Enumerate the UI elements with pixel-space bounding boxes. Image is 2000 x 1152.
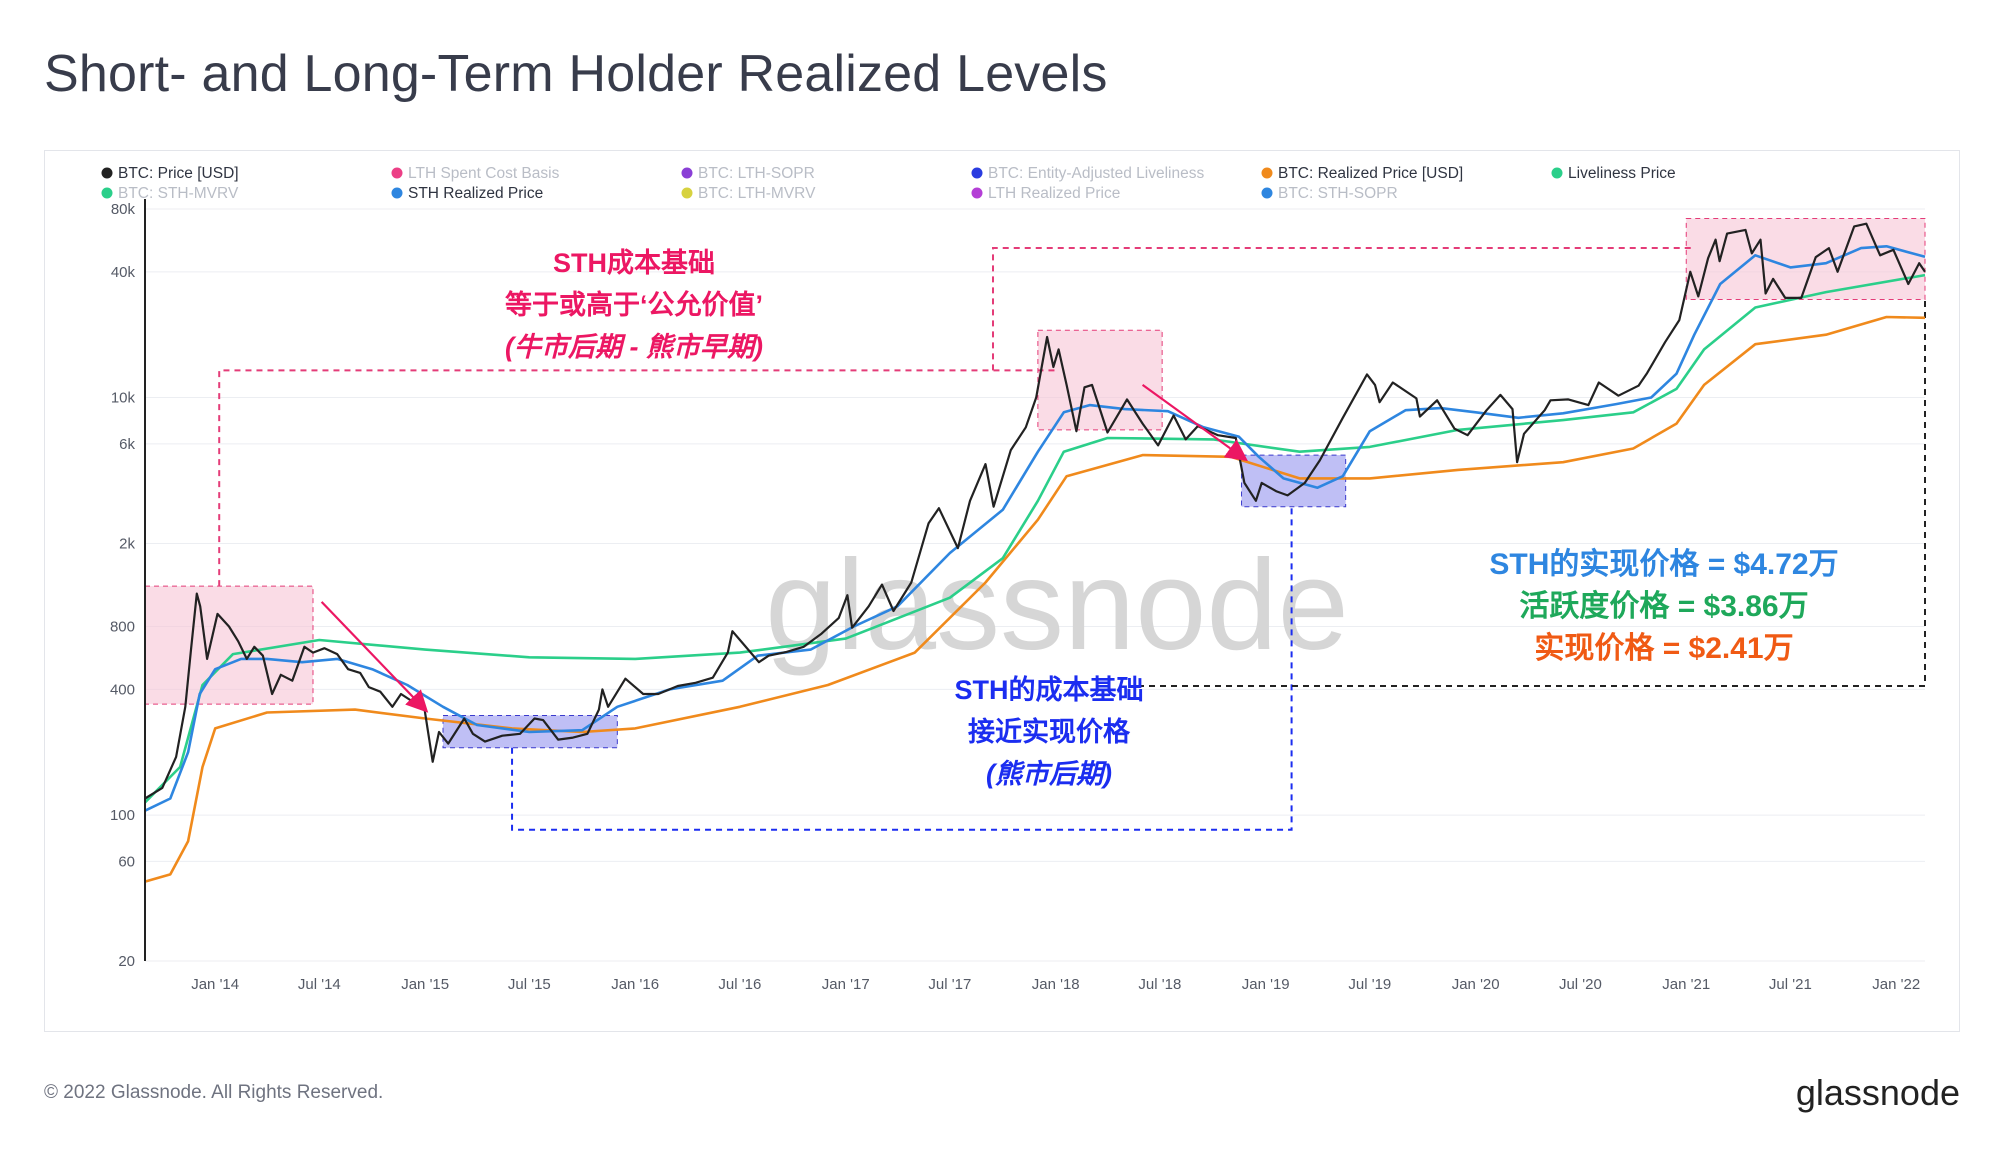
y-tick-label: 2k <box>119 535 135 552</box>
y-tick-label: 10k <box>111 390 136 407</box>
x-tick-label: Jan '18 <box>1032 976 1080 993</box>
legend-label: BTC: Entity-Adjusted Liveliness <box>988 165 1204 182</box>
y-tick-label: 100 <box>110 807 135 824</box>
chart-frame: BTC: Price [USD] LTH Spent Cost Basis BTC:… <box>44 150 1960 1032</box>
annotation-realized-value: 实现价格 = $2.41万 <box>1534 631 1793 665</box>
legend-marker <box>391 187 403 199</box>
legend-marker <box>971 187 983 199</box>
series-line-price <box>144 222 1926 800</box>
series-line-liveliness <box>144 273 1926 804</box>
chart-legend: BTC: Price [USD] LTH Spent Cost Basis BTC:… <box>101 165 1676 202</box>
x-tick-label: Jul '18 <box>1138 976 1181 993</box>
legend-label: BTC: LTH-SOPR <box>698 165 815 182</box>
glassnode-logo: glassnode <box>1795 1072 1960 1113</box>
glassnode-watermark: glassnode <box>765 534 1349 677</box>
annotation-sth-value: STH的实现价格 = $4.72万 <box>1489 547 1838 581</box>
series-line-realized <box>144 315 1926 883</box>
legend-marker <box>1551 167 1563 179</box>
value-guide <box>1138 299 1926 688</box>
chart-series <box>144 222 1926 883</box>
bull-box-2018 <box>1037 329 1163 431</box>
legend-marker <box>1261 167 1273 179</box>
chart-axes: 20 60 100 400 800 2k 6k 10k 40k 80k Jan '14 Jul '14… <box>110 199 1920 993</box>
x-tick-label: Jan '21 <box>1662 976 1710 993</box>
x-tick-label: Jan '15 <box>401 976 449 993</box>
annotation-liveliness-value: 活跃度价格 = $3.86万 <box>1519 590 1808 623</box>
bull-guide-left <box>218 369 1056 587</box>
chart-grid <box>145 208 1925 962</box>
x-tick-label: Jan '16 <box>611 976 659 993</box>
legend-marker <box>1261 187 1273 199</box>
y-tick-label: 40k <box>111 264 136 281</box>
legend-marker <box>101 167 113 179</box>
annotation-bull-line2: 等于或高于‘公允价值’ <box>505 289 763 320</box>
page-title: Short- and Long-Term Holder Realized Lev… <box>44 45 1108 103</box>
legend-marker <box>681 187 693 199</box>
annotation-bear-line1: STH的成本基础 <box>955 674 1144 705</box>
x-tick-label: Jul '15 <box>508 976 551 993</box>
arrow-2014 <box>320 601 429 713</box>
legend-label: Liveliness Price <box>1568 165 1676 182</box>
annotation-bear-line3: (熊市后期) <box>986 759 1112 789</box>
legend-marker <box>101 187 113 199</box>
legend-label: BTC: STH-MVRV <box>118 185 239 202</box>
legend-label: BTC: STH-SOPR <box>1278 185 1398 202</box>
y-tick-label: 800 <box>110 619 135 636</box>
dashed-guides <box>218 247 1926 831</box>
chart-annotations: STH成本基础 等于或高于‘公允价值’ (牛市后期 - 熊市早期) STH的成本… <box>505 248 1839 789</box>
x-tick-label: Jan '17 <box>822 976 870 993</box>
x-tick-label: Jan '20 <box>1452 976 1500 993</box>
legend-label: BTC: LTH-MVRV <box>698 185 816 202</box>
x-tick-label: Jul '16 <box>718 976 761 993</box>
x-tick-label: Jul '14 <box>298 976 341 993</box>
chart-svg: BTC: Price [USD] LTH Spent Cost Basis BTC:… <box>101 165 1926 993</box>
x-tick-label: Jul '20 <box>1559 976 1602 993</box>
x-tick-label: Jan '14 <box>191 976 239 993</box>
x-tick-label: Jan '19 <box>1242 976 1290 993</box>
y-tick-label: 6k <box>119 436 135 453</box>
series-line-sth <box>144 245 1926 812</box>
legend-marker <box>681 167 693 179</box>
bull-guide-right <box>992 247 1692 371</box>
y-tick-label: 60 <box>118 853 135 870</box>
x-tick-label: Jul '21 <box>1769 976 1812 993</box>
legend-marker <box>971 167 983 179</box>
annotation-bear-line2: 接近实现价格 <box>968 716 1131 747</box>
legend-label: BTC: Realized Price [USD] <box>1278 165 1463 182</box>
trend-arrows <box>320 383 1248 713</box>
legend-label: BTC: Price [USD] <box>118 165 239 182</box>
legend-marker <box>391 167 403 179</box>
x-tick-label: Jan '22 <box>1872 976 1920 993</box>
annotation-bull-line1: STH成本基础 <box>553 248 715 278</box>
legend-label: LTH Spent Cost Basis <box>408 165 560 182</box>
y-tick-label: 400 <box>110 681 135 698</box>
legend-label: LTH Realized Price <box>988 185 1120 202</box>
y-tick-label: 20 <box>118 953 135 970</box>
arrow-2018 <box>1141 383 1248 462</box>
x-tick-label: Jul '19 <box>1348 976 1391 993</box>
y-tick-label: 80k <box>111 201 136 218</box>
copyright-text: © 2022 Glassnode. All Rights Reserved. <box>44 1082 384 1103</box>
bear-guide <box>511 506 1293 831</box>
x-tick-label: Jul '17 <box>928 976 971 993</box>
annotation-bull-line3: (牛市后期 - 熊市早期) <box>505 332 763 362</box>
legend-label: STH Realized Price <box>408 185 543 202</box>
